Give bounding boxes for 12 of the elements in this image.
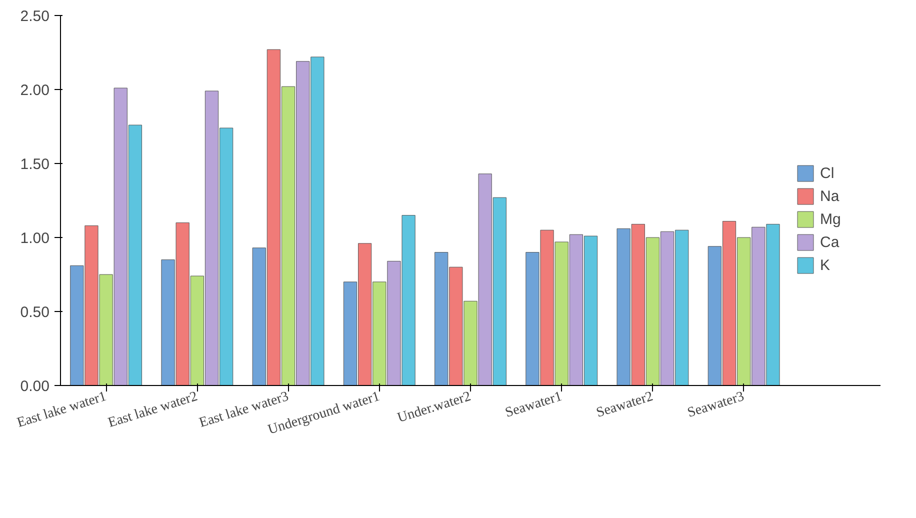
legend-label: Mg [820, 210, 841, 228]
y-tick-label: 0.50 [20, 304, 50, 321]
x-tick-label: East lake water2 [106, 389, 200, 432]
y-tick-label: 2.00 [20, 82, 50, 99]
y-tick-label: 1.00 [20, 230, 50, 247]
y-tick-label: 1.50 [20, 156, 50, 173]
y-tick-label: 0.00 [20, 378, 50, 395]
legend-label: Ca [820, 234, 840, 250]
legend-label: Cl [820, 164, 836, 182]
legend-label: K [820, 256, 832, 274]
legend-label: Na [820, 188, 840, 204]
y-tick-label: 2.50 [20, 8, 50, 25]
